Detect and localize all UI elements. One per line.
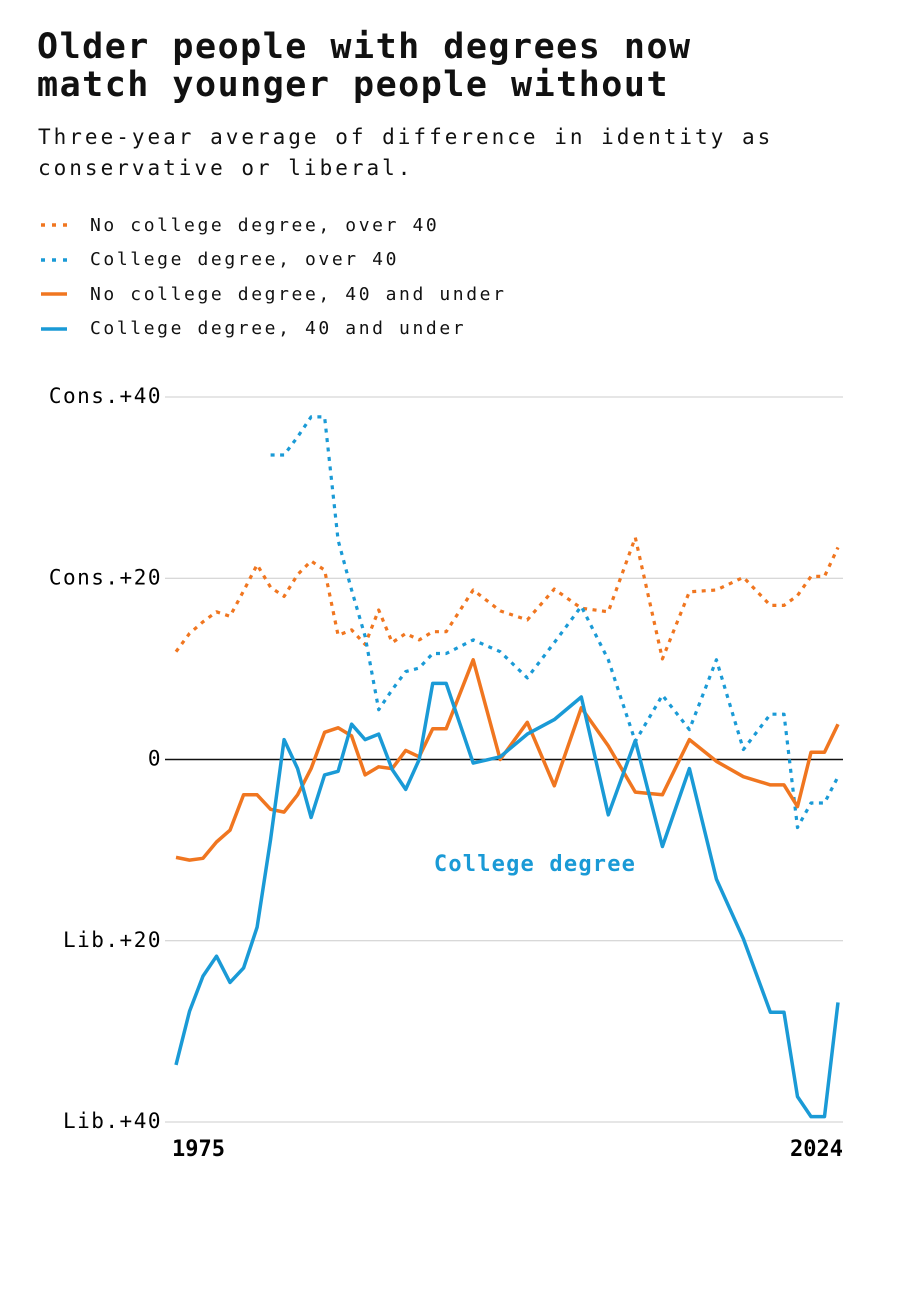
annotation: College degree	[434, 852, 636, 877]
x-tick-label: 2024	[790, 1137, 843, 1162]
series-line	[175, 658, 840, 862]
legend-label: No college degree, 40 and under	[90, 283, 507, 305]
chart-title: Older people with degrees now match youn…	[37, 27, 692, 105]
legend-item: No college degree, 40 and under	[40, 277, 507, 312]
legend-swatch	[41, 292, 67, 296]
legend-swatch	[41, 258, 67, 262]
y-tick-label: Lib.+20	[63, 928, 162, 952]
legend-swatch	[41, 223, 67, 227]
y-tick-label: 0	[148, 747, 162, 771]
legend-item: College degree, 40 and under	[40, 312, 507, 347]
legend-label: No college degree, over 40	[90, 214, 440, 236]
series-line	[270, 415, 840, 830]
series-line	[174, 535, 840, 661]
legend-item: College degree, over 40	[40, 243, 507, 278]
legend-item: No college degree, over 40	[40, 208, 507, 243]
chart-subtitle: Three-year average of difference in iden…	[38, 125, 774, 180]
legend-swatch	[41, 327, 67, 331]
legend-label: College degree, over 40	[90, 249, 400, 271]
x-tick-label: 1975	[172, 1137, 225, 1162]
series-line	[174, 681, 840, 1119]
legend: No college degree, over 40 College degree…	[40, 208, 507, 346]
y-tick-label: Cons.+40	[49, 384, 162, 408]
y-tick-label: Lib.+40	[63, 1109, 162, 1133]
y-tick-label: Cons.+20	[49, 565, 162, 589]
legend-label: College degree, 40 and under	[90, 318, 467, 340]
